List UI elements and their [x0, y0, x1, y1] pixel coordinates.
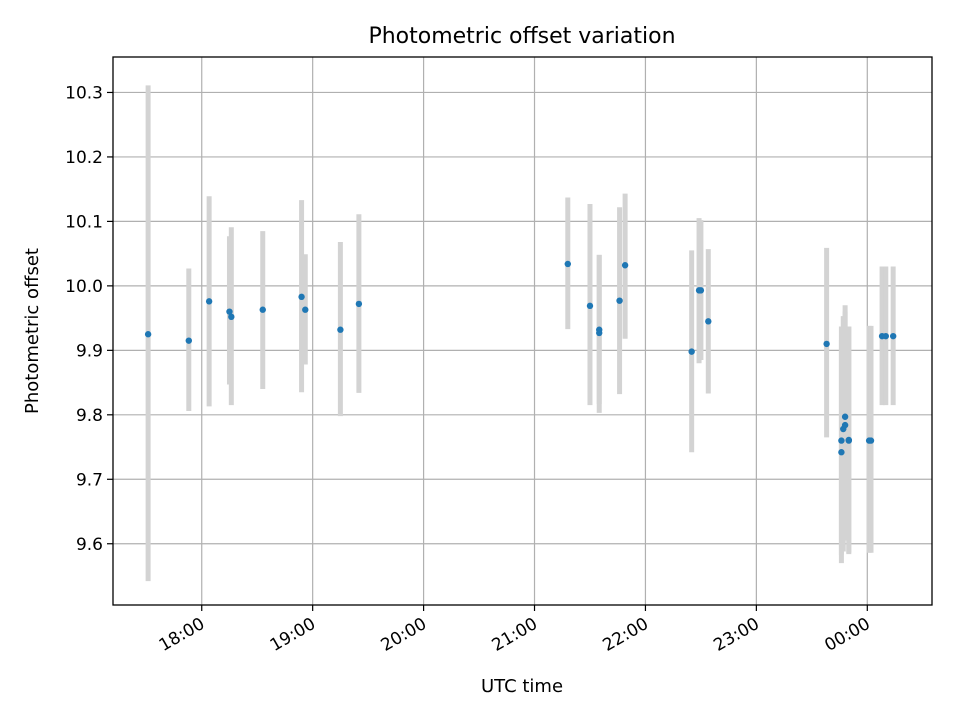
y-tick-label: 9.8 [76, 406, 103, 426]
data-point [185, 337, 192, 344]
plot-area-frame [112, 56, 933, 606]
data-point [841, 413, 849, 420]
data-point [882, 332, 889, 340]
data-point [259, 306, 266, 313]
y-tick-label: 9.6 [76, 535, 103, 555]
data-point [841, 421, 849, 429]
data-point [205, 298, 213, 305]
data-point [823, 340, 830, 348]
data-point [838, 437, 845, 444]
y-tick-label: 9.9 [76, 341, 103, 361]
data-point [355, 300, 363, 308]
y-tick-label: 10.1 [65, 212, 103, 232]
y-axis-ticks: 9.6 9.7 9.8 9.9 10.0 10.1 10.2 10.3 [65, 83, 113, 555]
x-axis-label: UTC time [481, 676, 563, 697]
data-point [838, 449, 845, 456]
data-point [337, 326, 344, 333]
data-point [845, 436, 853, 444]
data-point [889, 332, 897, 340]
marker-layer [144, 260, 897, 456]
data-point [621, 262, 629, 269]
y-tick-label: 10.2 [65, 148, 103, 168]
data-point [144, 331, 152, 338]
data-point [564, 260, 571, 268]
data-point [616, 297, 623, 304]
grid-layer [113, 57, 932, 605]
y-tick-label: 10.3 [65, 83, 103, 103]
y-tick-label: 9.7 [76, 470, 103, 490]
data-point [688, 348, 695, 355]
data-point [298, 293, 305, 301]
data-point [697, 287, 705, 294]
data-point [302, 306, 309, 313]
y-axis-label: Photometric offset [22, 248, 43, 414]
data-point [226, 308, 233, 315]
data-point [705, 318, 712, 325]
chart-title: Photometric offset variation [368, 24, 675, 49]
data-point [867, 437, 875, 444]
y-tick-label: 10.0 [65, 277, 103, 297]
data-point [586, 302, 594, 310]
data-point [228, 313, 235, 321]
data-point [596, 329, 603, 337]
